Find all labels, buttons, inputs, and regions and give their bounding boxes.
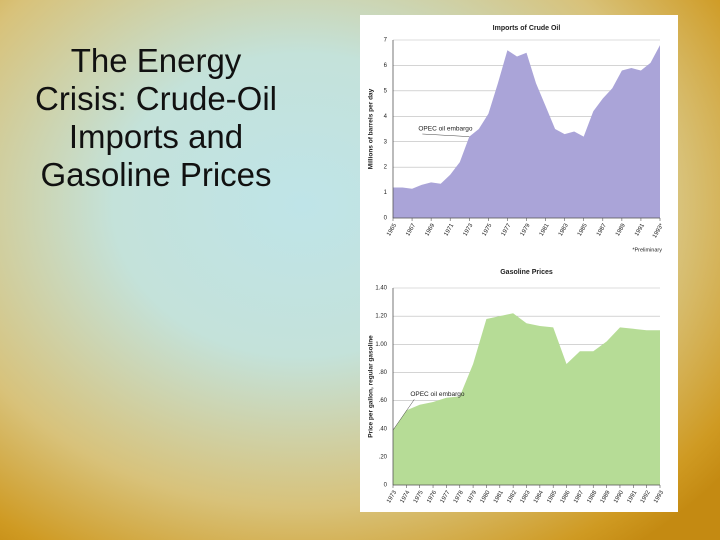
y-tick-label: 0 [384,216,388,222]
y-tick-label: .60 [379,398,388,404]
chart-title: Gasoline Prices [500,269,553,276]
x-tick-label: 1987 [573,489,585,504]
y-tick-label: 1 [384,190,388,196]
x-tick-label: 1973 [463,222,475,237]
y-tick-label: .20 [379,454,388,460]
x-tick-label: 1979 [466,489,478,504]
x-tick-label: 1989 [600,489,612,504]
annotation: OPEC oil embargo [410,391,465,398]
x-tick-label: 1983 [520,489,532,504]
annotation-leader [392,399,415,431]
y-axis-label: Millions of barrels per day [368,88,375,169]
x-tick-label: 1988 [586,489,598,504]
x-tick-label: 1971 [443,222,455,237]
y-tick-label: 2 [384,165,388,171]
x-tick-label: 1976 [426,489,438,504]
x-tick-label: 1981 [539,222,551,237]
y-tick-label: 1.20 [375,314,387,320]
x-tick-label: 1991 [634,222,646,237]
y-tick-label: 6 [384,63,388,69]
area [393,313,660,485]
x-tick-label: 1984 [533,489,545,504]
x-tick-label: 1981 [493,489,505,504]
chart-title: Imports of Crude Oil [493,25,561,32]
y-tick-label: .40 [379,426,388,432]
x-tick-label: 1990 [613,489,625,504]
x-tick-label: 1989 [615,222,627,237]
area [393,45,660,218]
x-tick-label: 1985 [546,489,558,504]
x-tick-label: 1986 [560,489,572,504]
y-tick-label: 1.40 [375,286,387,292]
y-axis-label: Price per gallon, regular gasoline [368,335,375,438]
x-tick-label: 1974 [400,489,412,504]
y-tick-label: 0 [384,483,388,489]
x-tick-label: 1977 [440,489,452,504]
y-tick-label: 5 [384,88,388,94]
x-tick-label: 1978 [453,489,465,504]
x-tick-label: 1979 [520,222,532,237]
x-tick-label: 1993 [653,489,665,504]
x-tick-label: 1975 [413,489,425,504]
x-tick-label: 1992 [640,489,652,504]
annotation: OPEC oil embargo [418,126,473,133]
y-tick-label: 1.00 [375,342,387,348]
x-tick-label: 1967 [405,222,417,237]
x-tick-label: 1973 [386,489,398,504]
x-tick-label: 1993* [652,222,665,239]
x-tick-label: 1977 [501,222,513,237]
x-tick-label: 1969 [424,222,436,237]
x-tick-label: 1985 [577,222,589,237]
y-tick-label: 3 [384,139,388,145]
x-tick-label: 1982 [506,489,518,504]
footnote: *Preliminary [632,247,662,253]
y-tick-label: 7 [384,38,388,44]
x-tick-label: 1980 [480,489,492,504]
x-tick-label: 1991 [627,489,639,504]
slide-title: The Energy Crisis: Crude-Oil Imports and… [34,42,278,193]
y-tick-label: 4 [384,114,388,120]
x-tick-label: 1975 [482,222,494,237]
y-tick-label: .80 [379,370,388,376]
x-tick-label: 1965 [386,222,398,237]
x-tick-label: 1987 [596,222,608,237]
annotation-leader [422,133,470,137]
x-tick-label: 1983 [558,222,570,237]
